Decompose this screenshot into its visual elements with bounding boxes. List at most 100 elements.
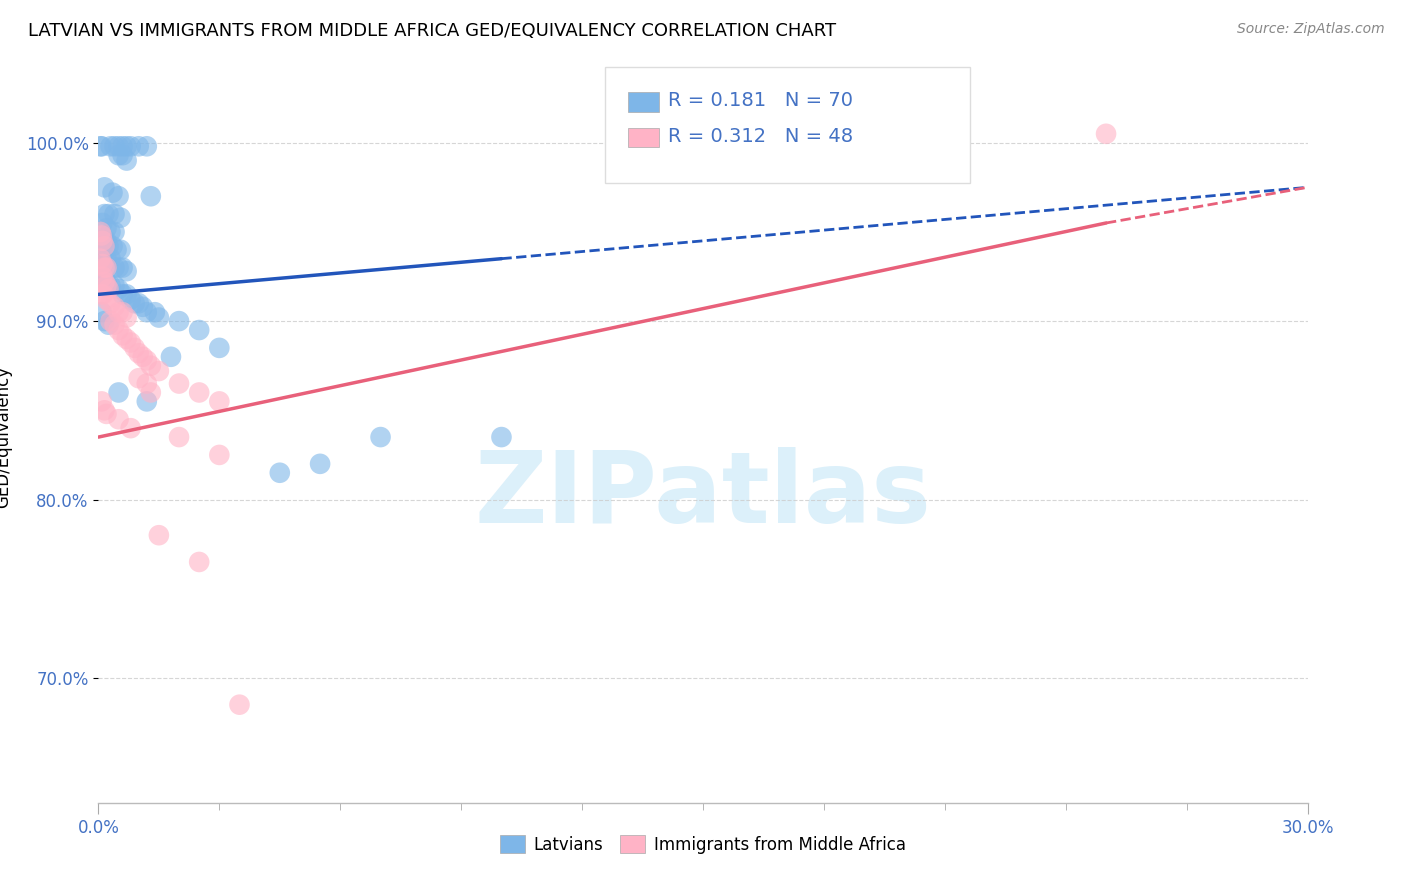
Point [107, 282, 129, 296]
Point [208, 341, 231, 355]
Point [96, 234, 118, 248]
Point [139, 359, 162, 373]
Point [100, 314, 122, 328]
Point [309, 457, 332, 471]
Point [128, 346, 150, 360]
Point [90, 228, 112, 243]
Point [97, 318, 120, 332]
Point [90, 394, 112, 409]
Text: Source: ZipAtlas.com: Source: ZipAtlas.com [1237, 22, 1385, 37]
Point [91, 234, 114, 248]
Point [97, 207, 120, 221]
Point [107, 148, 129, 162]
Point [120, 139, 142, 153]
Point [269, 466, 291, 480]
Point [96, 260, 118, 275]
Point [103, 318, 125, 332]
Point [93, 207, 115, 221]
Point [132, 350, 155, 364]
Point [91, 257, 114, 271]
Point [90, 305, 112, 319]
Point [96, 278, 118, 293]
Point [96, 407, 118, 421]
Point [115, 264, 138, 278]
Point [105, 243, 128, 257]
Point [101, 186, 124, 200]
Point [120, 335, 142, 350]
Point [111, 260, 134, 275]
Text: R = 0.312   N = 48: R = 0.312 N = 48 [668, 127, 853, 146]
Point [135, 353, 157, 368]
Point [110, 211, 132, 225]
Point [132, 300, 155, 314]
Point [91, 252, 114, 266]
Point [167, 376, 190, 391]
Point [228, 698, 250, 712]
Point [93, 314, 115, 328]
Point [93, 260, 115, 275]
Point [124, 296, 146, 310]
Point [89, 252, 111, 266]
Point [107, 412, 129, 426]
Point [93, 403, 115, 417]
Point [101, 239, 124, 253]
Point [89, 139, 111, 153]
Point [115, 332, 138, 346]
Point [107, 189, 129, 203]
Point [103, 225, 125, 239]
Point [103, 207, 125, 221]
Point [90, 139, 112, 153]
Point [96, 293, 118, 307]
Point [93, 180, 115, 194]
Point [107, 385, 129, 400]
Point [89, 225, 111, 239]
Point [111, 139, 134, 153]
Text: ZIPatlas: ZIPatlas [475, 447, 931, 544]
Point [167, 430, 190, 444]
Point [135, 139, 157, 153]
Point [128, 139, 150, 153]
Point [124, 341, 146, 355]
Point [97, 239, 120, 253]
Point [96, 221, 118, 235]
Point [90, 269, 112, 284]
Point [120, 421, 142, 435]
Point [89, 234, 111, 248]
Point [107, 260, 129, 275]
Point [135, 376, 157, 391]
Point [370, 430, 392, 444]
Point [103, 300, 125, 314]
Point [91, 216, 114, 230]
Point [491, 430, 513, 444]
Point [96, 275, 118, 289]
Point [91, 234, 114, 248]
Point [188, 555, 211, 569]
Point [139, 385, 162, 400]
Point [148, 364, 170, 378]
Point [100, 139, 122, 153]
Point [1095, 127, 1118, 141]
Point [160, 350, 183, 364]
Point [90, 287, 112, 301]
Point [128, 371, 150, 385]
Point [91, 287, 114, 301]
Point [148, 528, 170, 542]
Point [100, 278, 122, 293]
Point [143, 305, 166, 319]
Point [90, 252, 112, 266]
Point [208, 448, 231, 462]
Point [107, 139, 129, 153]
Point [103, 260, 125, 275]
Point [111, 148, 134, 162]
Point [97, 282, 120, 296]
Point [188, 385, 211, 400]
Text: LATVIAN VS IMMIGRANTS FROM MIDDLE AFRICA GED/EQUIVALENCY CORRELATION CHART: LATVIAN VS IMMIGRANTS FROM MIDDLE AFRICA… [28, 22, 837, 40]
Point [111, 305, 134, 319]
Point [148, 310, 170, 325]
Point [120, 293, 142, 307]
Y-axis label: GED/Equivalency: GED/Equivalency [0, 366, 11, 508]
Point [93, 275, 115, 289]
Point [103, 278, 125, 293]
Point [128, 296, 150, 310]
Point [139, 189, 162, 203]
